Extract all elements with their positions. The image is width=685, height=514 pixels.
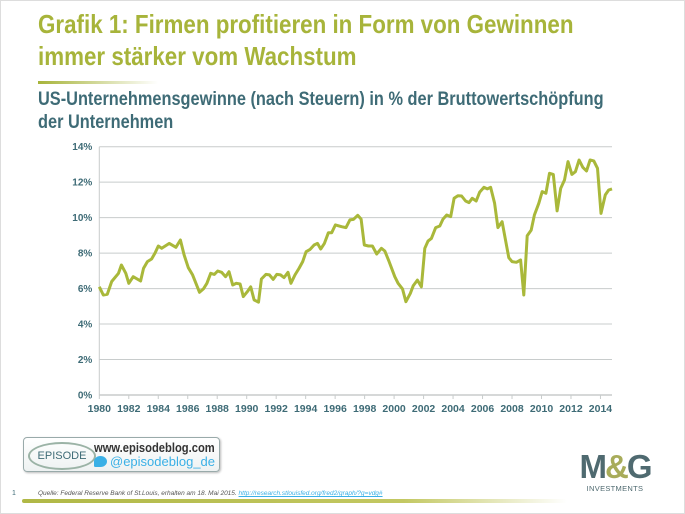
x-tick-label: 2004	[441, 403, 465, 415]
twitter-handle: @episodeblog_de	[110, 454, 216, 469]
x-tick-label: 2000	[382, 403, 406, 415]
title-underline	[38, 81, 158, 84]
x-tick-label: 2002	[412, 403, 436, 415]
mg-investments-logo: M&G INVESTMENTS	[573, 448, 657, 494]
source-link[interactable]: http://research.stlouisfed.org/fred2/gra…	[238, 490, 383, 497]
logo-amp: &	[604, 448, 629, 485]
twitter-bird-icon	[94, 456, 107, 467]
logo-subtitle: INVESTMENTS	[586, 484, 644, 493]
episode-url-link[interactable]: www.episodeblog.com	[94, 440, 215, 455]
logo-g: G	[626, 448, 653, 485]
x-tick-label: 2012	[559, 403, 583, 415]
twitter-link[interactable]: @episodeblog_de	[94, 454, 215, 469]
title-line-2: immer stärker vom Wachstum	[38, 41, 357, 71]
series-line	[97, 158, 613, 304]
page-number: 1	[12, 490, 16, 497]
line-chart: 0% 2% 4% 6% 8% 10% 12% 14% 1980 1982 1984 1986 1988 1…	[72, 142, 613, 415]
x-tick-label: 1982	[117, 403, 141, 415]
episode-badge[interactable]: EPISODE www.episodeblog.com @episodeblog…	[23, 437, 220, 472]
brush-stroke-divider	[22, 499, 567, 503]
x-tick-label: 1990	[235, 403, 259, 415]
slide-title: Grafik 1: Firmen profitieren in Form von…	[38, 8, 573, 72]
subtitle-line-1: US-Unternehmensgewinne (nach Steuern) in…	[38, 89, 604, 110]
y-tick-label: 4%	[78, 320, 93, 331]
y-tick-label: 12%	[72, 178, 92, 189]
source-note: Quelle: Federal Reserve Bank of St.Louis…	[38, 490, 383, 497]
x-tick-label: 1998	[353, 403, 377, 415]
x-tick-label: 1992	[265, 403, 289, 415]
x-tick-label: 1986	[176, 403, 200, 415]
x-tick-label: 1984	[147, 403, 171, 415]
x-tick-label: 2010	[530, 403, 554, 415]
title-line-1: Grafik 1: Firmen profitieren in Form von…	[38, 9, 574, 39]
y-tick-label: 0%	[78, 391, 93, 402]
y-tick-label: 14%	[72, 142, 92, 153]
logo-m: M	[579, 448, 606, 485]
x-tick-label: 2008	[500, 403, 524, 415]
x-tick-label: 2006	[471, 403, 495, 415]
x-tick-label: 1996	[323, 403, 347, 415]
y-tick-label: 8%	[78, 249, 93, 260]
x-tick-label: 1980	[88, 403, 112, 415]
episode-logo: EPISODE	[28, 442, 96, 470]
y-tick-label: 6%	[78, 284, 93, 295]
subtitle-line-2: der Unternehmen	[38, 112, 174, 133]
x-tick-label: 1994	[294, 403, 318, 415]
source-text: Quelle: Federal Reserve Bank of St.Louis…	[38, 490, 237, 497]
y-tick-label: 10%	[72, 213, 92, 224]
y-tick-label: 2%	[78, 355, 93, 366]
chart-subtitle: US-Unternehmensgewinne (nach Steuern) in…	[38, 88, 604, 134]
x-tick-label: 2014	[589, 403, 613, 415]
x-tick-label: 1988	[206, 403, 230, 415]
